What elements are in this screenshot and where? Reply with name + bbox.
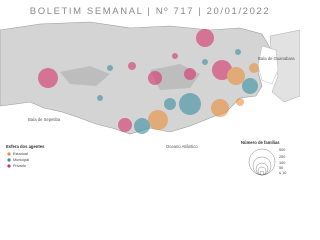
massif xyxy=(60,66,110,86)
map-page: BOLETIM SEMANAL | Nº 717 | 20/01/2022 Ba… xyxy=(0,6,300,176)
legend-item: ≤ 10 xyxy=(279,171,286,175)
legend-item: 50 xyxy=(279,166,283,170)
water-label: Baía de Sepetiba xyxy=(28,117,61,122)
legend-swatch xyxy=(7,152,11,156)
size-circles xyxy=(248,148,276,176)
legend-swatch xyxy=(7,158,11,162)
bay xyxy=(257,45,279,85)
title: BOLETIM SEMANAL | Nº 717 | 20/01/2022 xyxy=(30,6,270,17)
water-label: Oceano Atlântico xyxy=(166,144,198,149)
water-label: Baía de Guanabara xyxy=(258,56,295,61)
legend-item: Estadual xyxy=(13,152,28,156)
legend-item: 250 xyxy=(279,155,285,159)
bubbles xyxy=(38,29,259,134)
legend-swatch xyxy=(7,164,11,168)
legend-item: Municipal xyxy=(13,158,29,162)
legend-item: 500 xyxy=(279,148,285,152)
legend-item: Privado xyxy=(13,164,26,168)
legend-title: Esfera dos agentes xyxy=(6,144,45,149)
legend-item: 100 xyxy=(279,161,285,165)
legend-title: Número de famílias xyxy=(241,140,280,145)
